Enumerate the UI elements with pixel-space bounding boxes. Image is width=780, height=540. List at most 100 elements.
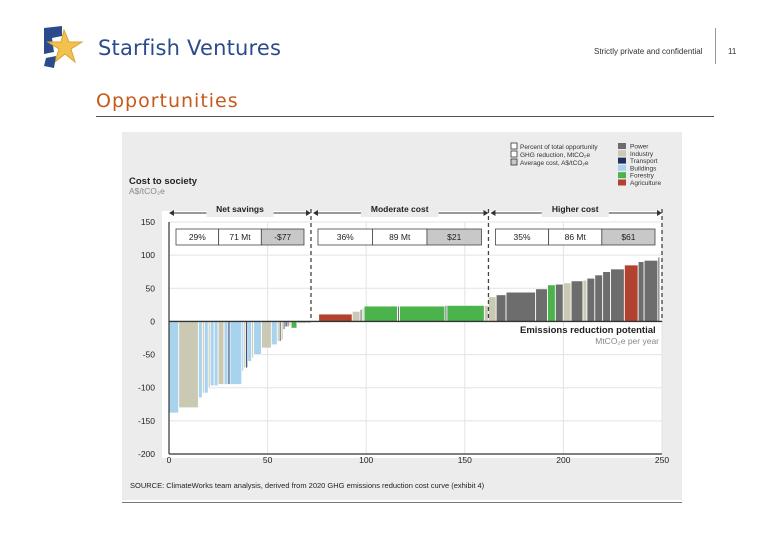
y-tick-label: -150 [138,416,155,426]
bar-buildings [198,321,203,398]
bar-power [571,280,583,322]
segment-arrow-left [490,210,496,216]
legend-label-power: Power [630,144,649,151]
bar-forestry [363,305,398,322]
segment-stat-percent: 29% [189,232,206,242]
segment-stat-percent: 36% [337,232,354,242]
legend-key-label-2: Average cost, A$/tCO₂e [520,160,589,167]
legend-swatch-forestry [618,172,626,179]
legend-label-forestry: Forestry [630,173,655,180]
bar-agriculture [624,264,639,322]
segment-label-bg [541,206,609,217]
y-tick-label: -50 [143,350,156,360]
bar-industry [563,282,572,322]
bar-buildings [204,321,209,394]
bar-power [594,274,603,322]
bar-power [555,284,564,322]
bar-power [586,278,595,322]
company-name: Starfish Ventures [98,36,282,60]
chart-title: Cost to society [129,176,198,187]
segment-stat-mt: 86 Mt [565,232,587,242]
bar-industry [251,321,254,359]
brand: Starfish Ventures [40,22,281,74]
x-axis-label: Emissions reduction potential [520,325,656,336]
x-tick-label: 150 [458,455,472,465]
footer-rule [122,502,682,503]
cost-curve-svg: Net savings 29% 71 Mt -$77 Moderate cost 36% 8… [129,142,669,490]
bar-transport [285,321,288,327]
bar-power [287,321,290,327]
y-tick-label: 0 [150,316,155,326]
segment-stat-mt: 71 Mt [229,232,251,242]
bar-power [610,268,625,322]
bar-industry [484,305,489,322]
legend-swatch-power [618,143,626,149]
bar-industry [218,321,225,385]
segment-stat-box-cost [601,228,656,246]
bar-buildings [229,321,242,385]
x-tick-label: 100 [359,455,373,465]
bar-forestry [547,284,556,322]
x-axis-unit: MtCO₂e per year [595,336,659,346]
segment-arrow-left [312,210,318,216]
bar-industry [352,311,361,322]
segment-label-bg [206,206,274,217]
bar-buildings [223,321,229,385]
bar-power [657,256,660,322]
bar-forestry [291,321,298,329]
segment-stat-cost: $21 [447,232,461,242]
y-tick-label: 50 [146,283,156,293]
segment-arrow-right [657,210,662,216]
bar-buildings [214,321,219,386]
bar-transport [227,321,230,385]
legend-swatch-agriculture [618,179,626,186]
segment-stat-mt: 89 Mt [389,232,411,242]
segment-stat-box-cost [260,228,305,246]
bar-power [535,288,548,322]
bar-industry [243,321,246,369]
legend-sectors: PowerIndustryTransportBuildingsForestryA… [618,143,661,187]
bar-industry [362,307,365,322]
bar-power [279,321,282,342]
y-tick-label: -100 [138,383,155,393]
y-tick-label: 100 [141,250,155,260]
bar-power [397,305,400,322]
bar-transport [245,321,248,369]
header-divider [715,28,716,64]
bar-forestry [399,305,445,322]
segment-stat-cost: $61 [621,232,635,242]
bar-power [283,321,286,330]
legend-label-buildings: Buildings [630,165,657,172]
bar-industry [208,321,211,388]
legend-key-swatch-0 [510,142,518,150]
legend-label-industry: Industry [630,151,654,158]
legend-swatch-transport [618,157,626,164]
segment-arrow-right [305,210,311,216]
legend-swatch-buildings [618,164,626,171]
bar-industry [277,321,280,342]
segment-stat-box-cost [426,228,482,246]
bar-buildings [241,321,244,372]
x-tick-label: 200 [556,455,570,465]
legend-key: Percent of total opportunity GHG reducti… [510,142,598,167]
legend-key-label-1: GHG reduction, MtCO₂e [520,152,590,159]
legend-swatch-industry [618,150,626,157]
bar-industry [281,321,284,341]
bar-industry [261,321,272,349]
segment-label: Net savings [216,204,264,214]
bar-power [644,260,658,322]
segment-arrow-right [483,210,489,216]
bar-buildings [253,321,262,355]
legend-label-transport: Transport [630,158,658,165]
page-number: 11 [728,47,737,56]
bar-power [602,271,611,322]
source-note: SOURCE: ClimateWorks team analysis, deri… [130,481,485,490]
bar-power [638,261,645,322]
bar-power [444,305,447,322]
legend-key-swatch-1 [510,150,518,158]
bar-buildings [271,321,278,345]
bar-buildings [168,321,179,414]
x-tick-label: 0 [167,455,172,465]
bar-agriculture [318,313,353,322]
bar-industry [488,296,497,322]
